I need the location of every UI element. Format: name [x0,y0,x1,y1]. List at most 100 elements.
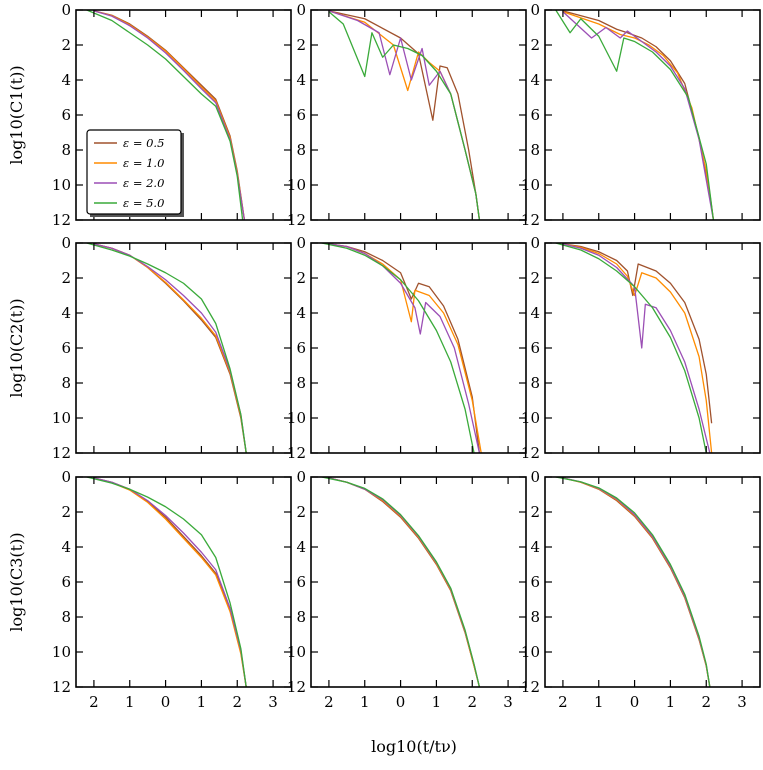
y-tick-label: 4 [296,71,306,89]
y-tick-label: 12 [521,444,540,462]
series-line [562,11,715,220]
y-tick-label: 0 [530,234,540,252]
series-line [328,477,481,687]
series-line [86,243,247,453]
series-group [555,243,713,453]
x-tick-label: 1 [666,693,676,711]
panel-r1-c2: 0 2 4 6 8 10 12 [521,234,761,462]
x-tick-label: 3 [737,693,747,711]
series-line [321,243,475,453]
series-line [328,243,481,453]
panel-r0-c2: 0 2 4 6 8 10 12 [521,1,761,229]
y-tick-label: 10 [287,643,306,661]
y-tick-label: 10 [521,643,540,661]
series-group [555,477,711,687]
x-axis-title: log10(t/tν) [371,737,457,756]
y-tick-label: 12 [52,678,71,696]
x-tick-label: 2 [89,693,99,711]
y-tick-label: 12 [521,678,540,696]
series-line [86,10,244,220]
series-line [86,477,247,687]
y-tick-label: 10 [521,176,540,194]
x-tick-label: 2 [324,693,334,711]
x-tick-label: 1 [125,693,135,711]
y-tick-label: 6 [530,339,540,357]
series-group [86,477,247,687]
x-tick-label: 1 [432,693,442,711]
series-line [328,243,482,453]
plot-frame [310,476,527,688]
series-line [328,11,481,220]
series-line [562,477,711,687]
series-group [321,243,482,453]
x-tick-label: 1 [360,693,370,711]
y-tick-label: 10 [52,643,71,661]
y-tick-label: 12 [521,211,540,229]
y-tick-label: 12 [52,444,71,462]
series-line [328,10,481,220]
legend-label: ε = 1.0 [123,156,164,170]
y-tick-label: 12 [287,211,306,229]
y-tick-label: 0 [530,1,540,19]
y-tick-label: 6 [296,339,306,357]
y-tick-label: 4 [296,304,306,322]
series-line [562,243,713,453]
x-tick-label: 0 [630,693,640,711]
series-line [321,477,481,687]
y-tick-label: 4 [530,304,540,322]
y-tick-label: 6 [61,573,71,591]
legend-label: ε = 2.0 [123,176,164,190]
y-tick-label: 2 [61,269,71,287]
plot-frame [75,476,292,688]
plot-frame [544,476,761,688]
legend-label: ε = 5.0 [123,196,164,210]
plot-frame [310,242,527,454]
legend-box [86,129,182,215]
y-tick-label: 0 [296,234,306,252]
y-tick-label: 4 [530,538,540,556]
y-tick-label: 10 [52,409,71,427]
y-tick-label: 4 [61,71,71,89]
y-tick-label: 6 [296,106,306,124]
x-tick-label: 3 [503,693,513,711]
panel-r0-c1: 0 2 4 6 8 10 12 [287,1,527,229]
series-group [86,10,246,220]
x-tick-label: 0 [161,693,171,711]
y-tick-label: 2 [296,269,306,287]
y-tick-label: 6 [61,106,71,124]
y-tick-label: 12 [287,678,306,696]
y-tick-label: 8 [530,141,540,159]
y-tick-label: 8 [530,608,540,626]
x-tick-label: 3 [268,693,278,711]
panel-r0-c0: 0 2 4 6 8 10 12 ε = 0.5 ε = 1.0 ε = 2.0 ε = 5.0 [52,1,292,229]
y-tick-label: 0 [61,1,71,19]
series-line [562,243,713,424]
x-tick-label: 2 [558,693,568,711]
y-tick-label: 6 [61,339,71,357]
y-tick-label: 10 [521,409,540,427]
series-line [328,477,481,687]
y-tick-label: 6 [530,573,540,591]
y-tick-label: 2 [61,36,71,54]
plot-frame [544,242,761,454]
y-tick-label: 12 [287,444,306,462]
y-tick-label: 10 [52,176,71,194]
y-axis-title: log10(C3(t)) [7,532,26,631]
y-tick-label: 4 [296,538,306,556]
plot-frame [75,242,292,454]
series-group [328,10,481,220]
y-tick-label: 2 [61,503,71,521]
series-line [555,477,711,687]
series-line [328,477,481,687]
series-line [562,243,711,453]
series-line [555,243,707,453]
y-tick-label: 2 [530,503,540,521]
y-tick-label: 8 [530,374,540,392]
panel-r1-c0: 0 2 4 6 8 10 12 [52,234,292,462]
y-tick-label: 10 [287,409,306,427]
y-tick-label: 2 [296,503,306,521]
